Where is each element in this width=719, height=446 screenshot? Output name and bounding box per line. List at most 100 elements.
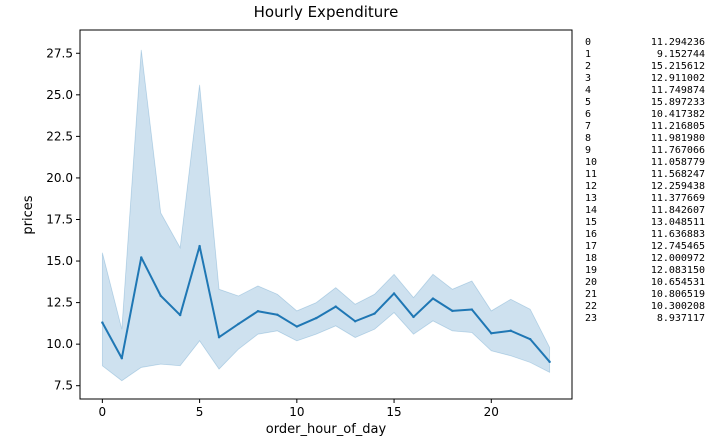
data-point	[353, 320, 357, 323]
table-row: 9 11.767066	[585, 145, 705, 157]
y-tick-label: 25.0	[46, 88, 73, 102]
x-tick-label: 5	[196, 405, 204, 419]
plot-frame	[79, 29, 573, 400]
y-tick-label: 22.5	[46, 129, 73, 143]
row-index: 7	[585, 121, 592, 132]
row-value: 10.806519	[650, 289, 705, 300]
row-value: 11.216805	[650, 121, 705, 132]
data-point	[256, 310, 260, 313]
data-point	[276, 313, 279, 316]
row-index: 22	[585, 301, 598, 312]
table-row: 13 11.377669	[585, 193, 705, 205]
row-value: 11.058779	[650, 157, 705, 168]
table-row: 2 15.215612	[585, 61, 705, 73]
data-point	[509, 329, 512, 332]
y-tick-label: 17.5	[46, 212, 73, 226]
row-index: 16	[585, 229, 598, 240]
data-point	[295, 325, 299, 328]
table-row: 7 11.216805	[585, 121, 705, 133]
table-row: 4 11.749874	[585, 85, 705, 97]
y-tick-label: 27.5	[46, 46, 73, 60]
table-row: 5 15.897233	[585, 97, 705, 109]
x-tick-label: 20	[484, 405, 499, 419]
row-value: 11.377669	[650, 193, 705, 204]
y-tick-label: 20.0	[46, 171, 73, 185]
row-value: 8.937117	[656, 313, 705, 324]
x-tick-label: 15	[386, 405, 401, 419]
row-value: 11.749874	[650, 85, 705, 96]
data-point	[431, 297, 435, 300]
row-index: 23	[585, 313, 598, 324]
row-index: 12	[585, 181, 598, 192]
row-index: 19	[585, 265, 598, 276]
row-index: 15	[585, 217, 598, 228]
x-axis-label: order_hour_of_day	[266, 422, 387, 437]
data-point	[140, 256, 143, 259]
confidence-band	[101, 49, 551, 382]
row-value: 11.842607	[650, 205, 705, 216]
y-tick-label: 12.5	[46, 296, 73, 310]
y-tick-label: 10.0	[46, 337, 73, 351]
row-index: 17	[585, 241, 598, 252]
row-index: 10	[585, 157, 598, 168]
row-value: 11.767066	[650, 145, 705, 156]
row-index: 11	[585, 169, 598, 180]
row-index: 3	[585, 73, 592, 84]
table-row: 15 13.048511	[585, 217, 705, 229]
row-value: 9.152744	[656, 49, 705, 60]
chart-title: Hourly Expenditure	[254, 3, 399, 21]
row-value: 11.981980	[650, 133, 705, 144]
series-line	[101, 245, 551, 363]
row-index: 5	[585, 97, 592, 108]
row-value: 15.897233	[650, 97, 705, 108]
row-value: 12.000972	[650, 253, 705, 264]
data-point	[412, 315, 415, 319]
row-value: 10.300208	[650, 301, 705, 312]
data-point	[334, 305, 337, 308]
row-index: 21	[585, 289, 598, 300]
row-value: 10.417382	[650, 109, 705, 120]
row-value: 11.568247	[650, 169, 705, 180]
data-point	[373, 312, 376, 315]
data-point	[237, 322, 240, 326]
row-index: 18	[585, 253, 598, 264]
data-point	[528, 337, 532, 341]
row-index: 2	[585, 61, 592, 72]
data-point	[548, 360, 551, 364]
row-index: 0	[585, 37, 592, 48]
x-tick-label: 10	[289, 405, 304, 419]
row-value: 12.911002	[650, 73, 705, 84]
data-point	[470, 308, 474, 311]
table-row: 22 10.300208	[585, 301, 705, 313]
table-row: 16 11.636883	[585, 229, 705, 241]
row-index: 20	[585, 277, 598, 288]
table-row: 1 9.152744	[585, 49, 705, 61]
plot-area: 0 5 10 15 20 7.5 10.0 12.5 15.0 17.5 20.0 22.5 25.0 2…	[46, 29, 573, 419]
y-tick-label: 7.5	[54, 379, 73, 393]
x-tick-label: 0	[99, 405, 107, 419]
table-row: 10 11.058779	[585, 157, 705, 169]
table-row: 17 12.745465	[585, 241, 705, 253]
table-row: 18 12.000972	[585, 253, 705, 265]
row-index: 8	[585, 133, 592, 144]
row-value: 13.048511	[650, 217, 705, 228]
row-index: 6	[585, 109, 592, 120]
table-row: 11 11.568247	[585, 169, 705, 181]
data-point	[198, 244, 201, 248]
table-row: 14 11.842607	[585, 205, 705, 217]
row-value: 12.259438	[650, 181, 705, 192]
data-point	[159, 294, 162, 297]
value-table: 0 11.294236 1 9.152744 2 15.215612 3 12.911002 4…	[585, 37, 705, 325]
data-point	[217, 336, 221, 339]
row-index: 13	[585, 193, 598, 204]
table-row: 6 10.417382	[585, 109, 705, 121]
table-row: 19 12.083150	[585, 265, 705, 277]
data-point	[120, 357, 124, 360]
row-value: 15.215612	[650, 61, 705, 72]
y-axis-label: prices	[21, 195, 36, 234]
data-point	[178, 313, 182, 317]
row-value: 11.636883	[650, 229, 705, 240]
row-value: 12.083150	[650, 265, 705, 276]
table-row: 8 11.981980	[585, 133, 705, 145]
